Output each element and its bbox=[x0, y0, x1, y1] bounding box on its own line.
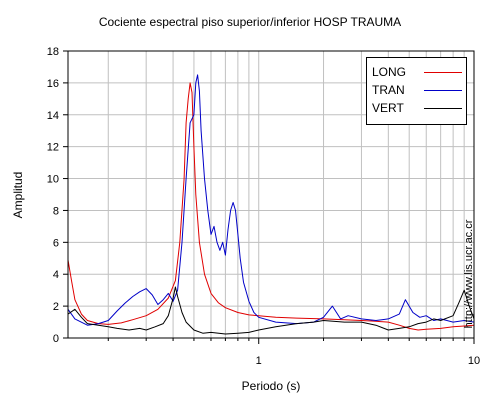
series-lines bbox=[67, 74, 475, 335]
legend-item-vert: VERT bbox=[372, 100, 464, 116]
x-tick-label: 10 bbox=[468, 355, 480, 367]
grid-lines bbox=[68, 50, 475, 339]
y-tick-label: 12 bbox=[47, 142, 59, 154]
series-line-long bbox=[67, 82, 475, 331]
legend-label-tran: TRAN bbox=[372, 83, 405, 97]
legend-label-vert: VERT bbox=[372, 101, 404, 115]
y-tick-label: 2 bbox=[53, 301, 59, 313]
legend-swatch-long bbox=[424, 72, 462, 73]
plot-frame bbox=[67, 50, 475, 339]
y-tick-label: 10 bbox=[47, 174, 59, 186]
y-tick-label: 0 bbox=[53, 333, 59, 345]
legend: LONG TRAN VERT bbox=[366, 57, 467, 125]
series-line-tran bbox=[67, 74, 475, 326]
y-axis-label: Amplitud bbox=[11, 171, 25, 219]
y-tick-label: 6 bbox=[53, 237, 59, 249]
legend-item-tran: TRAN bbox=[372, 82, 464, 98]
source-url: http://www.lis.ucr.ac.cr bbox=[463, 219, 475, 329]
y-tick-label: 14 bbox=[47, 110, 59, 122]
y-tick-label: 8 bbox=[53, 205, 59, 217]
legend-label-long: LONG bbox=[372, 65, 407, 79]
y-tick-label: 4 bbox=[53, 269, 59, 281]
x-axis-label: Periodo (s) bbox=[241, 379, 301, 393]
axis-ticks: 0 2 4 6 8 10 12 14 16 18 1 10 bbox=[47, 46, 480, 367]
x-tick-label: 1 bbox=[256, 355, 262, 367]
series-line-vert bbox=[67, 286, 475, 335]
legend-swatch-vert bbox=[424, 108, 462, 109]
legend-swatch-tran bbox=[424, 90, 462, 91]
y-tick-label: 16 bbox=[47, 78, 59, 90]
legend-item-long: LONG bbox=[372, 64, 464, 80]
chart-title: Cociente espectral piso superior/inferio… bbox=[98, 15, 402, 29]
y-tick-label: 18 bbox=[47, 46, 59, 58]
